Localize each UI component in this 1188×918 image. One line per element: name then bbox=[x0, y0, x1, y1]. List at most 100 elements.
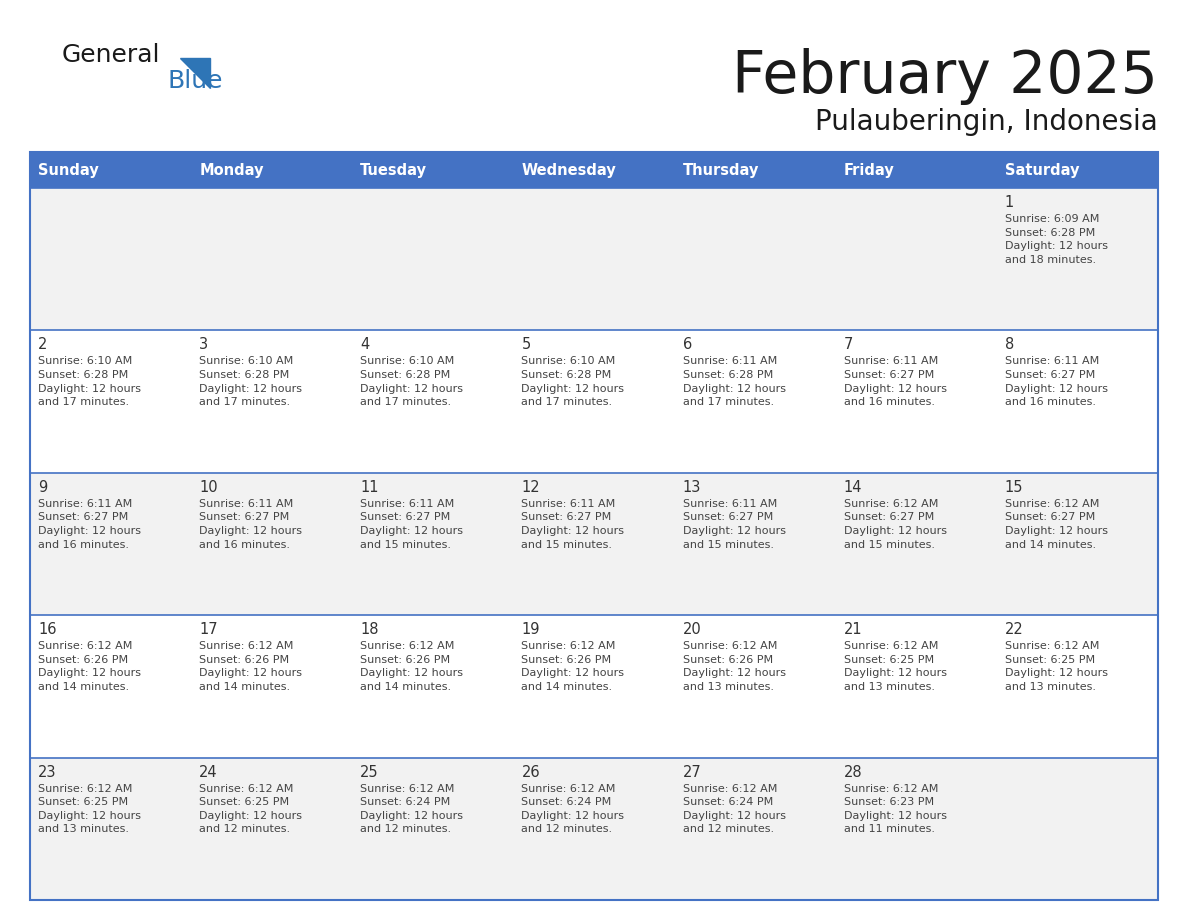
Bar bbox=[997, 757, 1158, 900]
Bar bbox=[675, 330, 835, 473]
Text: 23: 23 bbox=[38, 765, 57, 779]
Bar bbox=[835, 330, 997, 473]
Bar bbox=[353, 473, 513, 615]
Text: Sunrise: 6:12 AM
Sunset: 6:25 PM
Daylight: 12 hours
and 13 minutes.: Sunrise: 6:12 AM Sunset: 6:25 PM Dayligh… bbox=[38, 784, 141, 834]
Bar bbox=[513, 757, 675, 900]
Text: Sunrise: 6:12 AM
Sunset: 6:26 PM
Daylight: 12 hours
and 14 minutes.: Sunrise: 6:12 AM Sunset: 6:26 PM Dayligh… bbox=[522, 641, 625, 692]
Text: Sunrise: 6:11 AM
Sunset: 6:27 PM
Daylight: 12 hours
and 16 minutes.: Sunrise: 6:11 AM Sunset: 6:27 PM Dayligh… bbox=[200, 498, 302, 550]
Text: Blue: Blue bbox=[168, 69, 222, 93]
Text: 2: 2 bbox=[38, 338, 48, 353]
Bar bbox=[30, 615, 191, 757]
Bar bbox=[675, 473, 835, 615]
Text: Sunrise: 6:12 AM
Sunset: 6:24 PM
Daylight: 12 hours
and 12 minutes.: Sunrise: 6:12 AM Sunset: 6:24 PM Dayligh… bbox=[522, 784, 625, 834]
Text: Sunrise: 6:12 AM
Sunset: 6:25 PM
Daylight: 12 hours
and 13 minutes.: Sunrise: 6:12 AM Sunset: 6:25 PM Dayligh… bbox=[843, 641, 947, 692]
Bar bbox=[997, 615, 1158, 757]
Bar bbox=[997, 152, 1158, 188]
Text: Sunday: Sunday bbox=[38, 162, 99, 177]
Bar bbox=[30, 152, 191, 188]
Text: Sunrise: 6:12 AM
Sunset: 6:24 PM
Daylight: 12 hours
and 12 minutes.: Sunrise: 6:12 AM Sunset: 6:24 PM Dayligh… bbox=[683, 784, 785, 834]
Text: Sunrise: 6:12 AM
Sunset: 6:26 PM
Daylight: 12 hours
and 14 minutes.: Sunrise: 6:12 AM Sunset: 6:26 PM Dayligh… bbox=[200, 641, 302, 692]
Text: Sunrise: 6:11 AM
Sunset: 6:27 PM
Daylight: 12 hours
and 15 minutes.: Sunrise: 6:11 AM Sunset: 6:27 PM Dayligh… bbox=[522, 498, 625, 550]
Bar bbox=[191, 757, 353, 900]
Bar bbox=[513, 615, 675, 757]
Bar bbox=[997, 188, 1158, 330]
Text: Sunrise: 6:09 AM
Sunset: 6:28 PM
Daylight: 12 hours
and 18 minutes.: Sunrise: 6:09 AM Sunset: 6:28 PM Dayligh… bbox=[1005, 214, 1108, 264]
Text: 3: 3 bbox=[200, 338, 208, 353]
Text: 13: 13 bbox=[683, 480, 701, 495]
Bar bbox=[353, 330, 513, 473]
Text: Pulauberingin, Indonesia: Pulauberingin, Indonesia bbox=[815, 108, 1158, 136]
Bar bbox=[191, 188, 353, 330]
Bar bbox=[997, 330, 1158, 473]
Text: Sunrise: 6:12 AM
Sunset: 6:24 PM
Daylight: 12 hours
and 12 minutes.: Sunrise: 6:12 AM Sunset: 6:24 PM Dayligh… bbox=[360, 784, 463, 834]
Bar bbox=[191, 615, 353, 757]
Bar bbox=[191, 152, 353, 188]
Text: Wednesday: Wednesday bbox=[522, 162, 617, 177]
Text: 27: 27 bbox=[683, 765, 701, 779]
Text: 24: 24 bbox=[200, 765, 217, 779]
Text: February 2025: February 2025 bbox=[732, 48, 1158, 105]
Text: 10: 10 bbox=[200, 480, 217, 495]
Text: 11: 11 bbox=[360, 480, 379, 495]
Text: Sunrise: 6:11 AM
Sunset: 6:27 PM
Daylight: 12 hours
and 16 minutes.: Sunrise: 6:11 AM Sunset: 6:27 PM Dayligh… bbox=[38, 498, 141, 550]
Bar bbox=[835, 757, 997, 900]
Text: 14: 14 bbox=[843, 480, 862, 495]
Text: Monday: Monday bbox=[200, 162, 264, 177]
Text: 22: 22 bbox=[1005, 622, 1024, 637]
Text: 19: 19 bbox=[522, 622, 539, 637]
Text: 1: 1 bbox=[1005, 195, 1015, 210]
Bar bbox=[835, 188, 997, 330]
Text: 4: 4 bbox=[360, 338, 369, 353]
Bar bbox=[513, 188, 675, 330]
Text: Sunrise: 6:12 AM
Sunset: 6:27 PM
Daylight: 12 hours
and 14 minutes.: Sunrise: 6:12 AM Sunset: 6:27 PM Dayligh… bbox=[1005, 498, 1108, 550]
Text: 16: 16 bbox=[38, 622, 57, 637]
Text: 15: 15 bbox=[1005, 480, 1023, 495]
Bar bbox=[353, 152, 513, 188]
Polygon shape bbox=[181, 58, 210, 88]
Text: 26: 26 bbox=[522, 765, 541, 779]
Bar bbox=[30, 188, 191, 330]
Text: Sunrise: 6:11 AM
Sunset: 6:27 PM
Daylight: 12 hours
and 15 minutes.: Sunrise: 6:11 AM Sunset: 6:27 PM Dayligh… bbox=[683, 498, 785, 550]
Text: 8: 8 bbox=[1005, 338, 1015, 353]
Bar bbox=[353, 188, 513, 330]
Text: Thursday: Thursday bbox=[683, 162, 759, 177]
Text: Sunrise: 6:11 AM
Sunset: 6:27 PM
Daylight: 12 hours
and 15 minutes.: Sunrise: 6:11 AM Sunset: 6:27 PM Dayligh… bbox=[360, 498, 463, 550]
Bar bbox=[30, 152, 1158, 900]
Text: Sunrise: 6:12 AM
Sunset: 6:25 PM
Daylight: 12 hours
and 12 minutes.: Sunrise: 6:12 AM Sunset: 6:25 PM Dayligh… bbox=[200, 784, 302, 834]
Bar bbox=[675, 757, 835, 900]
Bar bbox=[191, 473, 353, 615]
Bar bbox=[675, 188, 835, 330]
Text: Tuesday: Tuesday bbox=[360, 162, 428, 177]
Bar bbox=[30, 330, 191, 473]
Bar bbox=[513, 473, 675, 615]
Text: Sunrise: 6:11 AM
Sunset: 6:27 PM
Daylight: 12 hours
and 16 minutes.: Sunrise: 6:11 AM Sunset: 6:27 PM Dayligh… bbox=[843, 356, 947, 408]
Text: Saturday: Saturday bbox=[1005, 162, 1080, 177]
Bar bbox=[835, 152, 997, 188]
Text: 28: 28 bbox=[843, 765, 862, 779]
Text: Sunrise: 6:11 AM
Sunset: 6:27 PM
Daylight: 12 hours
and 16 minutes.: Sunrise: 6:11 AM Sunset: 6:27 PM Dayligh… bbox=[1005, 356, 1108, 408]
Bar bbox=[30, 473, 191, 615]
Text: Sunrise: 6:10 AM
Sunset: 6:28 PM
Daylight: 12 hours
and 17 minutes.: Sunrise: 6:10 AM Sunset: 6:28 PM Dayligh… bbox=[360, 356, 463, 408]
Text: Sunrise: 6:10 AM
Sunset: 6:28 PM
Daylight: 12 hours
and 17 minutes.: Sunrise: 6:10 AM Sunset: 6:28 PM Dayligh… bbox=[200, 356, 302, 408]
Text: Sunrise: 6:11 AM
Sunset: 6:28 PM
Daylight: 12 hours
and 17 minutes.: Sunrise: 6:11 AM Sunset: 6:28 PM Dayligh… bbox=[683, 356, 785, 408]
Bar bbox=[353, 615, 513, 757]
Text: 5: 5 bbox=[522, 338, 531, 353]
Text: 25: 25 bbox=[360, 765, 379, 779]
Bar bbox=[191, 330, 353, 473]
Text: 20: 20 bbox=[683, 622, 701, 637]
Bar bbox=[835, 473, 997, 615]
Bar bbox=[353, 757, 513, 900]
Bar bbox=[835, 615, 997, 757]
Bar bbox=[513, 330, 675, 473]
Text: 21: 21 bbox=[843, 622, 862, 637]
Text: General: General bbox=[62, 43, 160, 67]
Text: 12: 12 bbox=[522, 480, 541, 495]
Text: Sunrise: 6:10 AM
Sunset: 6:28 PM
Daylight: 12 hours
and 17 minutes.: Sunrise: 6:10 AM Sunset: 6:28 PM Dayligh… bbox=[38, 356, 141, 408]
Text: 18: 18 bbox=[360, 622, 379, 637]
Text: Sunrise: 6:12 AM
Sunset: 6:23 PM
Daylight: 12 hours
and 11 minutes.: Sunrise: 6:12 AM Sunset: 6:23 PM Dayligh… bbox=[843, 784, 947, 834]
Bar bbox=[30, 757, 191, 900]
Bar bbox=[513, 152, 675, 188]
Text: Sunrise: 6:10 AM
Sunset: 6:28 PM
Daylight: 12 hours
and 17 minutes.: Sunrise: 6:10 AM Sunset: 6:28 PM Dayligh… bbox=[522, 356, 625, 408]
Text: 9: 9 bbox=[38, 480, 48, 495]
Bar bbox=[997, 473, 1158, 615]
